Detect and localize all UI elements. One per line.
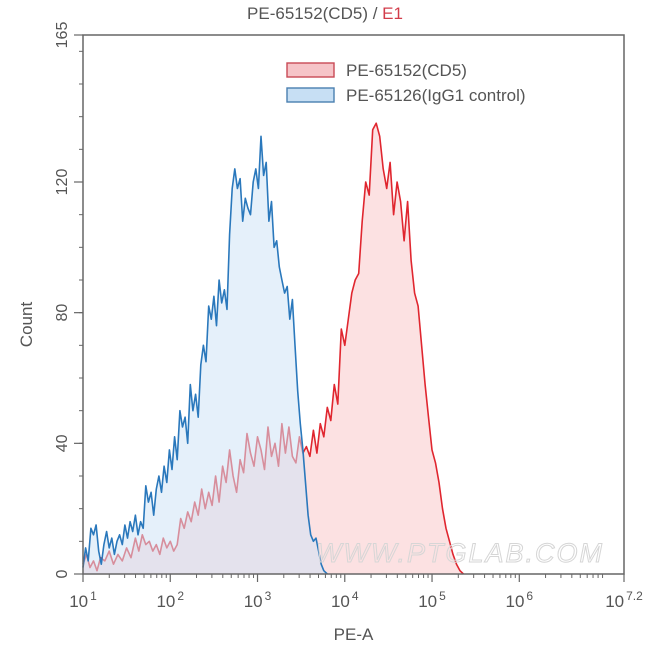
x-tick-label: 10 4 (331, 589, 359, 611)
legend: PE-65152(CD5) PE-65126(IgG1 control) (286, 61, 526, 105)
plot-frame (82, 34, 625, 575)
axes: 0 40 80 120 165 10 1 10 2 10 3 10 4 10 5 10 6 10 7.2 PE-A Co… (17, 22, 643, 644)
chart-title: PE-65152(CD5) / E1 (0, 4, 650, 24)
y-tick-label: 0 (54, 569, 71, 578)
x-tick-label: 10 6 (505, 589, 533, 611)
series-fill (83, 123, 464, 574)
x-tick-label: 10 3 (244, 589, 272, 611)
y-tick-label: 40 (54, 434, 71, 452)
legend-item-igg1-control: PE-65126(IgG1 control) (286, 86, 526, 105)
y-tick-label: 120 (54, 169, 71, 196)
series-line (82, 135, 328, 575)
legend-label: PE-65152(CD5) (346, 61, 467, 80)
legend-item-cd5: PE-65152(CD5) (286, 61, 467, 80)
y-tick-label: 165 (54, 22, 71, 49)
x-tick-label: 10 1 (69, 589, 97, 611)
legend-swatch (286, 62, 335, 78)
series-fill (83, 136, 328, 575)
series-layer (82, 122, 464, 575)
x-tick-label: 10 5 (418, 589, 446, 611)
y-tick-label: 80 (54, 304, 71, 322)
title-gate: E1 (382, 4, 403, 23)
y-axis-label: Count (17, 302, 36, 348)
x-axis-label: PE-A (334, 625, 374, 644)
title-separator: / (367, 4, 383, 23)
x-tick-label: 10 7.2 (605, 589, 643, 611)
legend-label: PE-65126(IgG1 control) (346, 86, 526, 105)
x-tick-label: 10 2 (156, 589, 184, 611)
title-sample: PE-65152(CD5) (247, 4, 368, 23)
legend-swatch (286, 87, 335, 103)
series-igg1-control (82, 135, 328, 575)
watermark: WWW.PTGLAB.COM (316, 538, 604, 569)
watermark-text: WWW.PTGLAB.COM (316, 538, 604, 568)
